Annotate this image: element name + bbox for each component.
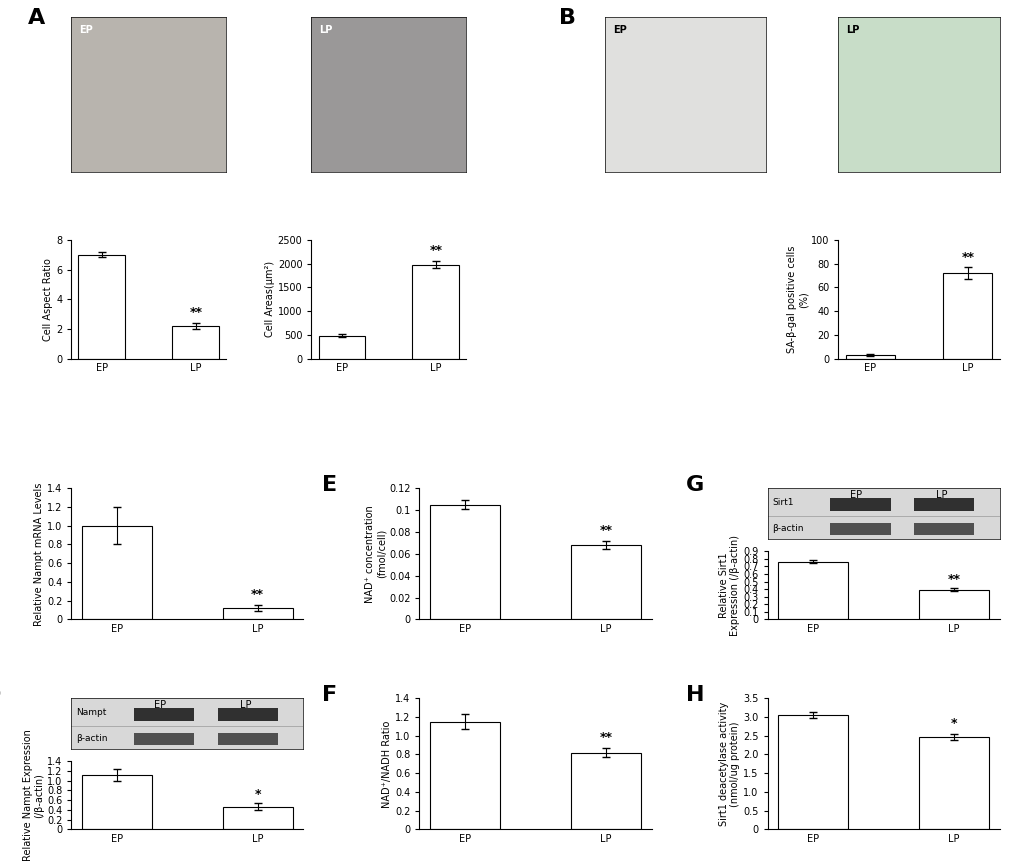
Text: EP: EP xyxy=(612,25,626,35)
Bar xyxy=(133,708,195,721)
Bar xyxy=(918,590,988,619)
Bar xyxy=(845,355,894,359)
Text: B: B xyxy=(559,8,576,28)
Text: LP: LP xyxy=(319,25,332,35)
Text: F: F xyxy=(322,685,337,705)
Text: **: ** xyxy=(190,307,202,320)
Text: LP: LP xyxy=(846,25,859,35)
Y-axis label: NAD⁺ concentration
(fmol/cell): NAD⁺ concentration (fmol/cell) xyxy=(364,505,386,603)
Bar xyxy=(913,499,973,511)
Text: **: ** xyxy=(599,524,611,537)
Text: **: ** xyxy=(251,588,264,601)
Text: Sirt1: Sirt1 xyxy=(771,498,793,507)
Bar xyxy=(829,499,890,511)
Bar xyxy=(318,336,365,359)
Bar xyxy=(570,545,640,619)
Bar xyxy=(172,326,219,359)
Text: G: G xyxy=(686,475,704,495)
Text: *: * xyxy=(950,717,956,730)
Text: β-actin: β-actin xyxy=(76,734,107,742)
Text: **: ** xyxy=(599,731,611,744)
Bar xyxy=(222,608,292,619)
Bar xyxy=(82,775,152,829)
Y-axis label: Sirt1 deacetylase activity
(nmol/ug protein): Sirt1 deacetylase activity (nmol/ug prot… xyxy=(718,702,740,826)
Bar xyxy=(913,523,973,535)
Bar xyxy=(217,733,277,746)
Text: β-actin: β-actin xyxy=(771,524,803,532)
Bar xyxy=(133,733,195,746)
Text: **: ** xyxy=(429,245,442,257)
Text: **: ** xyxy=(947,574,960,587)
Y-axis label: Relative Sirt1
Expression (/β-actin): Relative Sirt1 Expression (/β-actin) xyxy=(718,535,740,636)
Y-axis label: Cell Aspect Ratio: Cell Aspect Ratio xyxy=(43,257,53,340)
Y-axis label: Cell Areas(μm²): Cell Areas(μm²) xyxy=(265,261,275,337)
Bar xyxy=(412,264,459,359)
Y-axis label: Relative Nampt Expression
(/β-actin): Relative Nampt Expression (/β-actin) xyxy=(22,729,44,861)
Bar xyxy=(430,505,500,619)
Text: EP: EP xyxy=(849,490,861,500)
Text: A: A xyxy=(28,8,45,28)
Text: E: E xyxy=(322,475,337,495)
Y-axis label: SA-β-gal positive cells
(%): SA-β-gal positive cells (%) xyxy=(786,245,807,353)
Text: H: H xyxy=(686,685,704,705)
Text: LP: LP xyxy=(239,700,251,710)
Bar xyxy=(918,737,988,829)
Bar xyxy=(82,525,152,619)
Text: LP: LP xyxy=(934,490,947,500)
Bar xyxy=(217,708,277,721)
Bar xyxy=(829,523,890,535)
Y-axis label: Relative Nampt mRNA Levels: Relative Nampt mRNA Levels xyxy=(35,482,44,626)
Bar xyxy=(570,753,640,829)
Bar xyxy=(777,715,848,829)
Text: EP: EP xyxy=(79,25,93,35)
Y-axis label: NAD⁺/NADH Ratio: NAD⁺/NADH Ratio xyxy=(382,720,392,808)
Bar xyxy=(222,807,292,829)
Text: **: ** xyxy=(960,251,973,264)
Bar xyxy=(430,721,500,829)
Bar xyxy=(78,255,125,359)
Text: EP: EP xyxy=(154,700,165,710)
Text: Nampt: Nampt xyxy=(76,708,106,717)
Bar xyxy=(943,273,991,359)
Bar xyxy=(777,562,848,619)
Text: *: * xyxy=(255,788,261,801)
Text: D: D xyxy=(0,685,2,705)
